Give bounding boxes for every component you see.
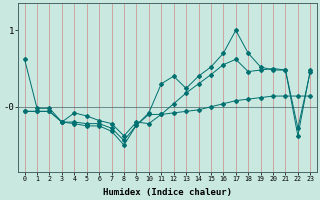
X-axis label: Humidex (Indice chaleur): Humidex (Indice chaleur) [103,188,232,197]
